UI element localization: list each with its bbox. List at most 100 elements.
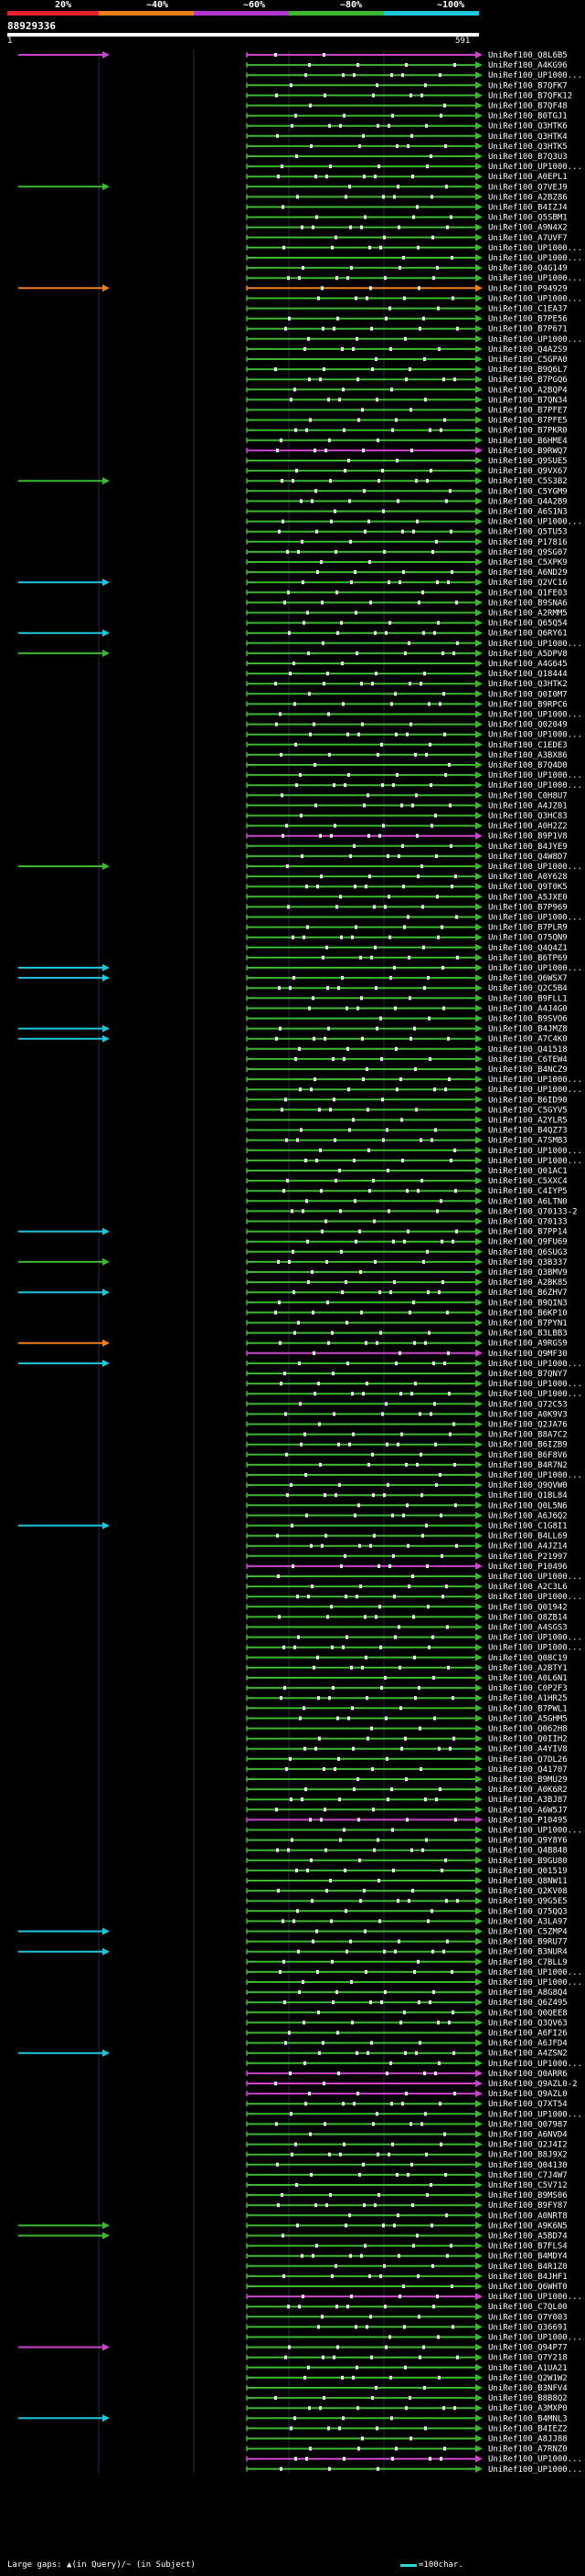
hit-label[interactable]: UniRef100_A3LA97 — [488, 1917, 568, 1926]
hit-label[interactable]: UniRef100_Q2JA76 — [488, 1421, 568, 1430]
hit-label[interactable]: UniRef100_C4IYP5 — [488, 1187, 568, 1196]
hit-label[interactable]: UniRef100_Q72C53 — [488, 1400, 568, 1409]
hit-label[interactable]: UniRef100_Q9AZL0 — [488, 2090, 568, 2099]
hit-label[interactable]: UniRef100_B7P671 — [488, 325, 568, 334]
hit-label[interactable]: UniRef100_Q4G149 — [488, 264, 568, 273]
hit-label[interactable]: UniRef100_UP1000... — [488, 731, 582, 740]
hit-label[interactable]: UniRef100_Q4Q4Z1 — [488, 944, 568, 953]
hit-row[interactable]: UniRef100_Q4A2B9 — [246, 497, 568, 506]
hit-row[interactable]: UniRef100_B9SVO6 — [246, 1014, 568, 1024]
hit-row[interactable]: UniRef100_B4IEZ2 — [246, 2424, 568, 2433]
hit-row[interactable]: UniRef100_UP1000... — [246, 2110, 582, 2119]
hit-row[interactable]: UniRef100_Q9MF30 — [246, 1349, 568, 1359]
hit-row[interactable]: UniRef100_B7QFK7 — [246, 81, 568, 90]
hit-row[interactable]: UniRef100_UP1000... — [246, 2059, 582, 2069]
hit-label[interactable]: UniRef100_Q3B337 — [488, 1258, 568, 1267]
hit-row[interactable]: UniRef100_A4J4G0 — [246, 1004, 568, 1013]
hit-row[interactable]: UniRef100_A4JZ01 — [246, 801, 568, 811]
hit-label[interactable]: UniRef100_B6KP10 — [488, 1309, 568, 1318]
hit-label[interactable]: UniRef100_Q6Z495 — [488, 1998, 568, 2008]
hit-label[interactable]: UniRef100_C5GPA0 — [488, 355, 568, 365]
hit-row[interactable]: UniRef100_Q3BMV9 — [246, 1268, 568, 1277]
hit-row[interactable]: UniRef100_Q2KV08 — [246, 1887, 568, 1896]
hit-row[interactable]: UniRef100_Q9SG07 — [246, 547, 568, 557]
hit-row[interactable]: UniRef100_B4JMZ8 — [246, 1024, 568, 1034]
hit-row[interactable]: UniRef100_Q02049 — [246, 720, 568, 730]
hit-label[interactable]: UniRef100_UP1000... — [488, 1471, 582, 1480]
hit-row[interactable]: UniRef100_UP1000... — [246, 517, 582, 527]
hit-label[interactable]: UniRef100_C0P2F3 — [488, 1684, 568, 1693]
hit-row[interactable]: UniRef100_A4ZSN2 — [246, 2049, 568, 2059]
hit-label[interactable]: UniRef100_UP1000... — [488, 71, 582, 80]
hit-label[interactable]: UniRef100_A6JFD4 — [488, 2040, 568, 2049]
hit-label[interactable]: UniRef100_UP1000... — [488, 771, 582, 780]
hit-label[interactable]: UniRef100_C5XPK9 — [488, 558, 568, 567]
hit-row[interactable]: UniRef100_UP1000... — [246, 710, 582, 720]
hit-label[interactable]: UniRef100_Q8NW11 — [488, 1877, 568, 1886]
hit-label[interactable]: UniRef100_Q2J4I2 — [488, 2141, 568, 2150]
hit-label[interactable]: UniRef100_B7PGQ6 — [488, 376, 568, 385]
hit-label[interactable]: UniRef100_B4MNL3 — [488, 2414, 568, 2423]
hit-row[interactable]: UniRef100_Q4G149 — [246, 264, 568, 273]
hit-label[interactable]: UniRef100_UP1000... — [488, 914, 582, 923]
hit-label[interactable]: UniRef100_UP1000... — [488, 2110, 582, 2119]
hit-label[interactable]: UniRef100_B9Q6L7 — [488, 366, 568, 375]
hit-label[interactable]: UniRef100_UP1000... — [488, 1968, 582, 1977]
hit-label[interactable]: UniRef100_A0K6R2 — [488, 1786, 568, 1795]
hit-row[interactable]: UniRef100_B9QIN3 — [246, 1299, 568, 1308]
hit-row[interactable]: UniRef100_UP1000... — [246, 1076, 582, 1085]
hit-row[interactable]: UniRef100_C5GYV5 — [246, 1106, 568, 1115]
hit-label[interactable]: UniRef100_Q9SUE5 — [488, 457, 568, 466]
hit-row[interactable]: UniRef100_B4JYE9 — [246, 842, 568, 852]
hit-label[interactable]: UniRef100_B9RWQ7 — [488, 447, 568, 456]
hit-label[interactable]: UniRef100_Q3HTK2 — [488, 680, 568, 689]
hit-label[interactable]: UniRef100_Q7Y218 — [488, 2354, 568, 2363]
hit-label[interactable]: UniRef100_C5S3B2 — [488, 477, 568, 486]
hit-label[interactable]: UniRef100_UP1000... — [488, 294, 582, 303]
hit-label[interactable]: UniRef100_UP1000... — [488, 254, 582, 263]
hit-row[interactable]: UniRef100_B7P671 — [246, 324, 568, 334]
hit-label[interactable]: UniRef100_B7P969 — [488, 903, 568, 912]
hit-row[interactable]: UniRef100_A1UA21 — [246, 2363, 568, 2373]
hit-label[interactable]: UniRef100_Q75QQ3 — [488, 1907, 568, 1916]
hit-row[interactable]: UniRef100_A6JFD4 — [246, 2039, 568, 2049]
hit-label[interactable]: UniRef100_B4JMZ8 — [488, 1025, 568, 1034]
hit-label[interactable]: UniRef100_UP1000... — [488, 1076, 582, 1085]
hit-row[interactable]: UniRef100_Q41518 — [246, 1044, 568, 1055]
hit-label[interactable]: UniRef100_Q4B848 — [488, 1847, 568, 1856]
hit-label[interactable]: UniRef100_A9K6N5 — [488, 2221, 568, 2231]
hit-label[interactable]: UniRef100_B6F8V6 — [488, 1451, 568, 1460]
hit-row[interactable]: UniRef100_A7UVF7 — [246, 233, 568, 243]
hit-row[interactable]: UniRef100_C7QL00 — [246, 2303, 568, 2312]
hit-label[interactable]: UniRef100_B4LL69 — [488, 1532, 568, 1542]
hit-label[interactable]: UniRef100_A4JZ01 — [488, 801, 568, 811]
hit-row[interactable]: UniRef100_UP1000... — [246, 2333, 582, 2343]
hit-row[interactable]: UniRef100_B4NCZ9 — [246, 1065, 568, 1075]
hit-label[interactable]: UniRef100_B9P1V8 — [488, 832, 568, 842]
hit-row[interactable]: UniRef100_Q6SUG3 — [246, 1247, 568, 1257]
hit-label[interactable]: UniRef100_Q41707 — [488, 1765, 568, 1775]
hit-row[interactable]: UniRef100_Q8L6B5 — [246, 51, 568, 60]
hit-row[interactable]: UniRef100_Q7XT54 — [246, 2100, 568, 2109]
hit-row[interactable]: UniRef100_Q0L5N6 — [246, 1501, 568, 1511]
hit-label[interactable]: UniRef100_Q9AZL0-2 — [488, 2080, 578, 2089]
hit-row[interactable]: UniRef100_Q65Q54 — [246, 619, 568, 629]
hit-label[interactable]: UniRef100_A3BX86 — [488, 751, 568, 760]
hit-row[interactable]: UniRef100_B9RU77 — [246, 1937, 568, 1947]
hit-label[interactable]: UniRef100_Q01942 — [488, 1603, 568, 1612]
hit-row[interactable]: UniRef100_Q9VX67 — [246, 467, 568, 476]
hit-row[interactable]: UniRef100_C1G8I1 — [246, 1521, 568, 1532]
hit-label[interactable]: UniRef100_Q9T0K5 — [488, 883, 568, 892]
hit-row[interactable]: UniRef100_A5JXE0 — [246, 893, 568, 902]
hit-label[interactable]: UniRef100_A2C3L6 — [488, 1583, 568, 1592]
hit-row[interactable]: UniRef100_UP1000... — [246, 254, 582, 263]
hit-label[interactable]: UniRef100_B7QNY7 — [488, 1370, 568, 1379]
hit-label[interactable]: UniRef100_Q3HC83 — [488, 812, 568, 822]
hit-row[interactable]: UniRef100_B6ZHV7 — [246, 1288, 568, 1298]
hit-label[interactable]: UniRef100_C1EA37 — [488, 305, 568, 314]
hit-label[interactable]: UniRef100_UP1000... — [488, 1360, 582, 1369]
hit-row[interactable]: UniRef100_A5GHM5 — [246, 1714, 568, 1723]
hit-row[interactable]: UniRef100_Q01942 — [246, 1603, 568, 1612]
hit-row[interactable]: UniRef100_A2BK85 — [246, 1278, 568, 1288]
hit-label[interactable]: UniRef100_C7QL00 — [488, 2303, 568, 2312]
